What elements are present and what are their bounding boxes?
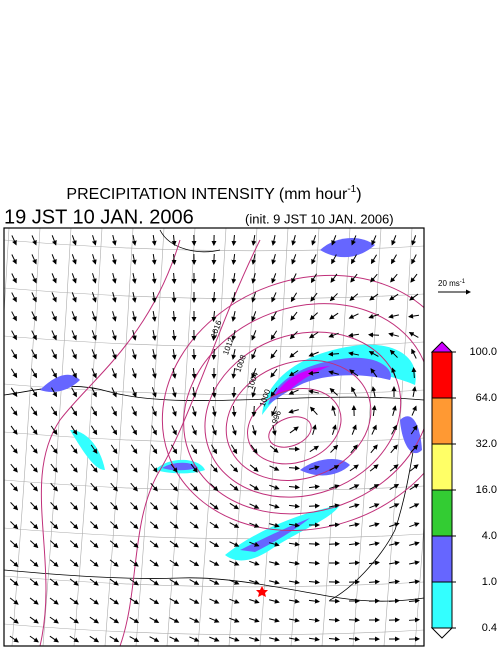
valid-time: 19 JST 10 JAN. 2006 (4, 206, 194, 228)
colorbar-segment (432, 352, 452, 398)
colorbar-segment (432, 490, 452, 536)
colorbar-top (432, 342, 452, 352)
wind-arrow (234, 387, 235, 397)
colorbar-label: 64.0 (476, 392, 497, 404)
colorbar: 100.0 64.0 32.0 16.0 4.0 1.0 0.4 (432, 342, 497, 638)
title-main: PRECIPITATION INTENSITY (mm hour (66, 186, 348, 203)
wind-scale-sup: -1 (460, 279, 466, 285)
wind-arrow (409, 620, 419, 621)
wind-arrow (349, 639, 359, 640)
colorbar-label: 16.0 (476, 484, 497, 496)
colorbar-label: 32.0 (476, 438, 497, 450)
colorbar-segment (432, 536, 452, 582)
wind-arrow (194, 349, 195, 359)
title-end: ) (356, 186, 361, 203)
wind-arrow (369, 335, 379, 336)
title: PRECIPITATION INTENSITY (mm hour-1) (66, 184, 361, 204)
colorbar-segment (432, 444, 452, 490)
wind-scale-label: 20 ms-1 (438, 279, 466, 289)
init-time: (init. 9 JST 10 JAN. 2006) (245, 211, 394, 226)
colorbar-label: 100.0 (469, 346, 497, 358)
colorbar-bottom (432, 628, 452, 638)
wind-arrow (214, 349, 215, 359)
colorbar-segment (432, 398, 452, 444)
colorbar-segment (432, 582, 452, 628)
colorbar-label: 1.0 (482, 576, 497, 588)
wind-scale-text: 20 ms (438, 279, 460, 288)
wind-arrow (329, 601, 339, 602)
colorbar-label: 4.0 (482, 530, 497, 542)
wind-arrow (254, 406, 255, 416)
wind-arrow (329, 544, 339, 545)
wind-arrow (214, 254, 215, 264)
colorbar-label: 0.4 (482, 622, 497, 634)
